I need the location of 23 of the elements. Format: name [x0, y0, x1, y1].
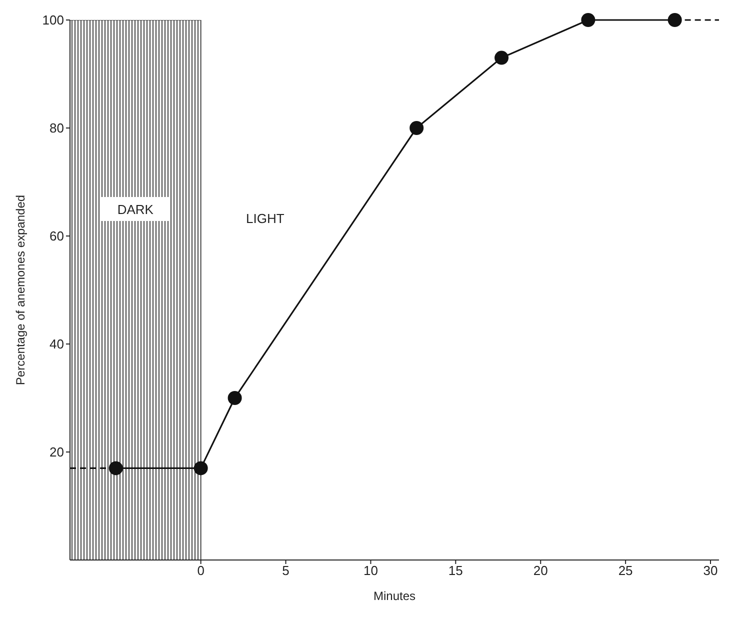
x-tick-label: 5 [282, 563, 290, 578]
point [494, 50, 509, 65]
x-tick-label: 15 [448, 563, 463, 578]
annotation: LIGHT [246, 211, 284, 226]
y-tick-label: 80 [50, 120, 64, 136]
point [581, 13, 596, 27]
x-tick-label: 10 [363, 563, 378, 578]
x-tick-label: 30 [703, 563, 718, 578]
x-tick-label: 25 [618, 563, 633, 578]
y-tick-label: 20 [50, 444, 64, 460]
x-tick-label: 20 [533, 563, 548, 578]
y-axis-title: Percentage of anemones expanded [13, 194, 28, 386]
x-axis-title: Minutes [373, 589, 416, 603]
y-tick-label: 100 [42, 12, 64, 28]
point [668, 13, 682, 27]
point [108, 461, 123, 476]
point [194, 461, 208, 476]
x-tick-label: 0 [197, 563, 204, 578]
point [410, 121, 424, 135]
band-label: DARK [117, 202, 154, 217]
y-tick-label: 40 [50, 336, 64, 352]
y-tick-label: 60 [50, 228, 64, 244]
point [228, 391, 242, 405]
